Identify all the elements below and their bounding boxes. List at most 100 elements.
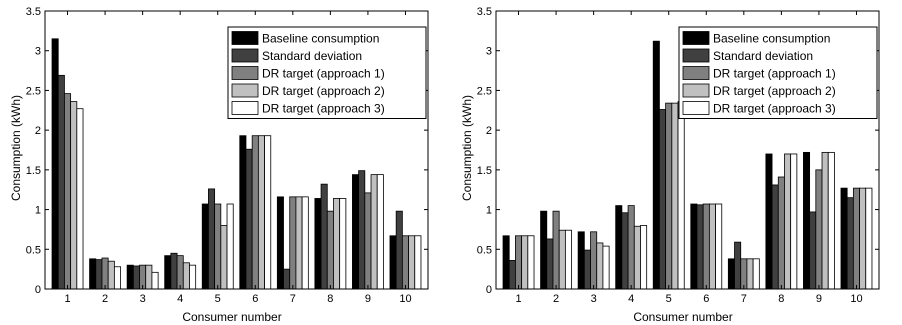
bar-consumer-5-series-2 (659, 109, 667, 290)
x-tick-label: 4 (177, 293, 183, 305)
bar-consumer-1-series-2 (57, 74, 65, 290)
bar-consumer-8-series-5 (339, 198, 347, 290)
legend-label: DR target (approach 3) (713, 102, 836, 116)
x-tick-label: 6 (703, 293, 709, 305)
bar-consumer-7-series-2 (734, 241, 742, 290)
bar-consumer-7-series-4 (295, 196, 303, 290)
legend-swatch (231, 31, 259, 45)
bar-consumer-8-series-4 (784, 153, 792, 290)
bar-consumer-4-series-3 (627, 205, 635, 290)
bar-consumer-2-series-5 (564, 229, 572, 290)
legend-box (678, 26, 878, 119)
bar-consumer-5-series-1 (652, 40, 660, 290)
x-tick-label: 10 (399, 293, 411, 305)
bar-consumer-8-series-2 (320, 183, 328, 290)
legend-swatch (682, 101, 710, 115)
bar-consumer-6-series-2 (696, 204, 704, 290)
bar-consumer-8-series-1 (314, 198, 322, 290)
bar-consumer-6-series-3 (251, 135, 259, 290)
bar-consumer-9-series-2 (809, 211, 817, 290)
bar-consumer-3-series-1 (577, 231, 585, 290)
bar-consumer-3-series-4 (596, 242, 604, 290)
bar-consumer-4-series-4 (182, 262, 190, 290)
bar-consumer-9-series-3 (815, 169, 823, 290)
x-axis-label: Consumer number (633, 310, 732, 324)
bar-consumer-6-series-2 (245, 148, 253, 290)
bar-consumer-10-series-4 (408, 235, 416, 290)
plot-area: 1 2 3 4 5 6 7 8 9 10 0 0.5 1 1.5 2 2.5 3 3.5 (26, 6, 429, 305)
y-tick-label: 3 (486, 46, 492, 58)
bar-consumer-5-series-3 (214, 203, 222, 290)
x-tick-label: 3 (140, 293, 146, 305)
bar-consumer-4-series-1 (164, 255, 172, 290)
bar-consumer-10-series-5 (414, 235, 422, 290)
legend-label: DR target (approach 3) (262, 102, 385, 116)
bar-consumer-9-series-4 (370, 174, 378, 290)
y-tick-label: 1.5 (477, 165, 492, 177)
bar-consumer-4-series-1 (615, 205, 623, 290)
bar-consumer-6-series-4 (708, 203, 716, 290)
legend-swatch (682, 83, 710, 98)
x-tick-label: 7 (290, 293, 296, 305)
y-tick-label: 0 (486, 284, 492, 296)
bar-consumer-6-series-5 (715, 203, 723, 290)
legend: Baseline consumption Standard deviation DR… (678, 26, 878, 119)
bar-consumer-3-series-5 (602, 245, 610, 290)
bar-consumer-7-series-1 (727, 258, 735, 290)
bar-consumer-2-series-2 (95, 259, 103, 290)
bar-consumer-8-series-3 (326, 210, 334, 290)
legend-swatch (231, 83, 259, 98)
bar-consumer-6-series-1 (690, 203, 698, 290)
bar-consumer-3-series-4 (145, 264, 153, 290)
bar-consumer-9-series-1 (352, 174, 360, 290)
bar-consumer-5-series-5 (226, 203, 234, 290)
bar-consumer-6-series-3 (702, 203, 710, 290)
bar-consumer-7-series-1 (276, 196, 284, 290)
bar-consumer-2-series-2 (546, 238, 554, 290)
bar-consumer-5-series-5 (677, 101, 685, 290)
bar-consumer-9-series-4 (821, 151, 829, 290)
bar-consumer-3-series-5 (151, 271, 159, 290)
bar-consumer-5-series-4 (220, 225, 228, 290)
x-tick-label: 5 (215, 293, 221, 305)
bar-consumer-9-series-1 (803, 151, 811, 290)
y-tick-label: 2 (35, 125, 41, 137)
legend-swatch (682, 31, 710, 45)
y-axis-label: Consumption (kWh) (9, 95, 23, 201)
legend-box (227, 26, 427, 119)
bar-consumer-4-series-5 (640, 225, 648, 290)
bar-consumer-2-series-1 (540, 210, 548, 290)
legend-label: DR target (approach 2) (713, 84, 836, 98)
legend-label: Standard deviation (713, 49, 813, 63)
axes-box (495, 10, 880, 290)
bar-consumer-1-series-2 (508, 260, 516, 290)
bar-consumer-1-series-1 (502, 235, 510, 290)
bar-consumer-8-series-2 (771, 184, 779, 290)
x-tick-label: 5 (666, 293, 672, 305)
y-axis-label: Consumption (kWh) (460, 95, 474, 201)
x-tick-label: 4 (628, 293, 634, 305)
x-tick-label: 9 (816, 293, 822, 305)
bar-consumer-6-series-5 (264, 135, 272, 290)
bar-consumer-10-series-3 (401, 235, 409, 290)
bar-consumer-5-series-3 (665, 102, 673, 290)
bar-consumer-8-series-4 (333, 198, 341, 290)
bar-consumer-9-series-5 (827, 151, 835, 290)
y-tick-label: 1.5 (26, 165, 41, 177)
bar-consumer-7-series-5 (301, 196, 309, 290)
axes-box (44, 10, 429, 290)
y-tick-label: 0.5 (26, 244, 41, 256)
legend-swatch (231, 101, 259, 115)
bar-consumer-1-series-1 (51, 38, 59, 290)
bar-consumer-5-series-1 (201, 203, 209, 290)
legend-swatch (682, 48, 710, 63)
legend-label: DR target (approach 1) (713, 67, 836, 81)
bar-consumer-1-series-3 (515, 235, 523, 290)
bar-consumer-9-series-5 (376, 174, 384, 290)
legend-label: Baseline consumption (262, 32, 379, 46)
x-tick-label: 3 (591, 293, 597, 305)
bar-consumer-1-series-5 (527, 235, 535, 290)
bar-consumer-5-series-2 (208, 188, 216, 290)
bar-consumer-3-series-2 (132, 265, 140, 290)
y-tick-label: 2.5 (477, 85, 492, 97)
